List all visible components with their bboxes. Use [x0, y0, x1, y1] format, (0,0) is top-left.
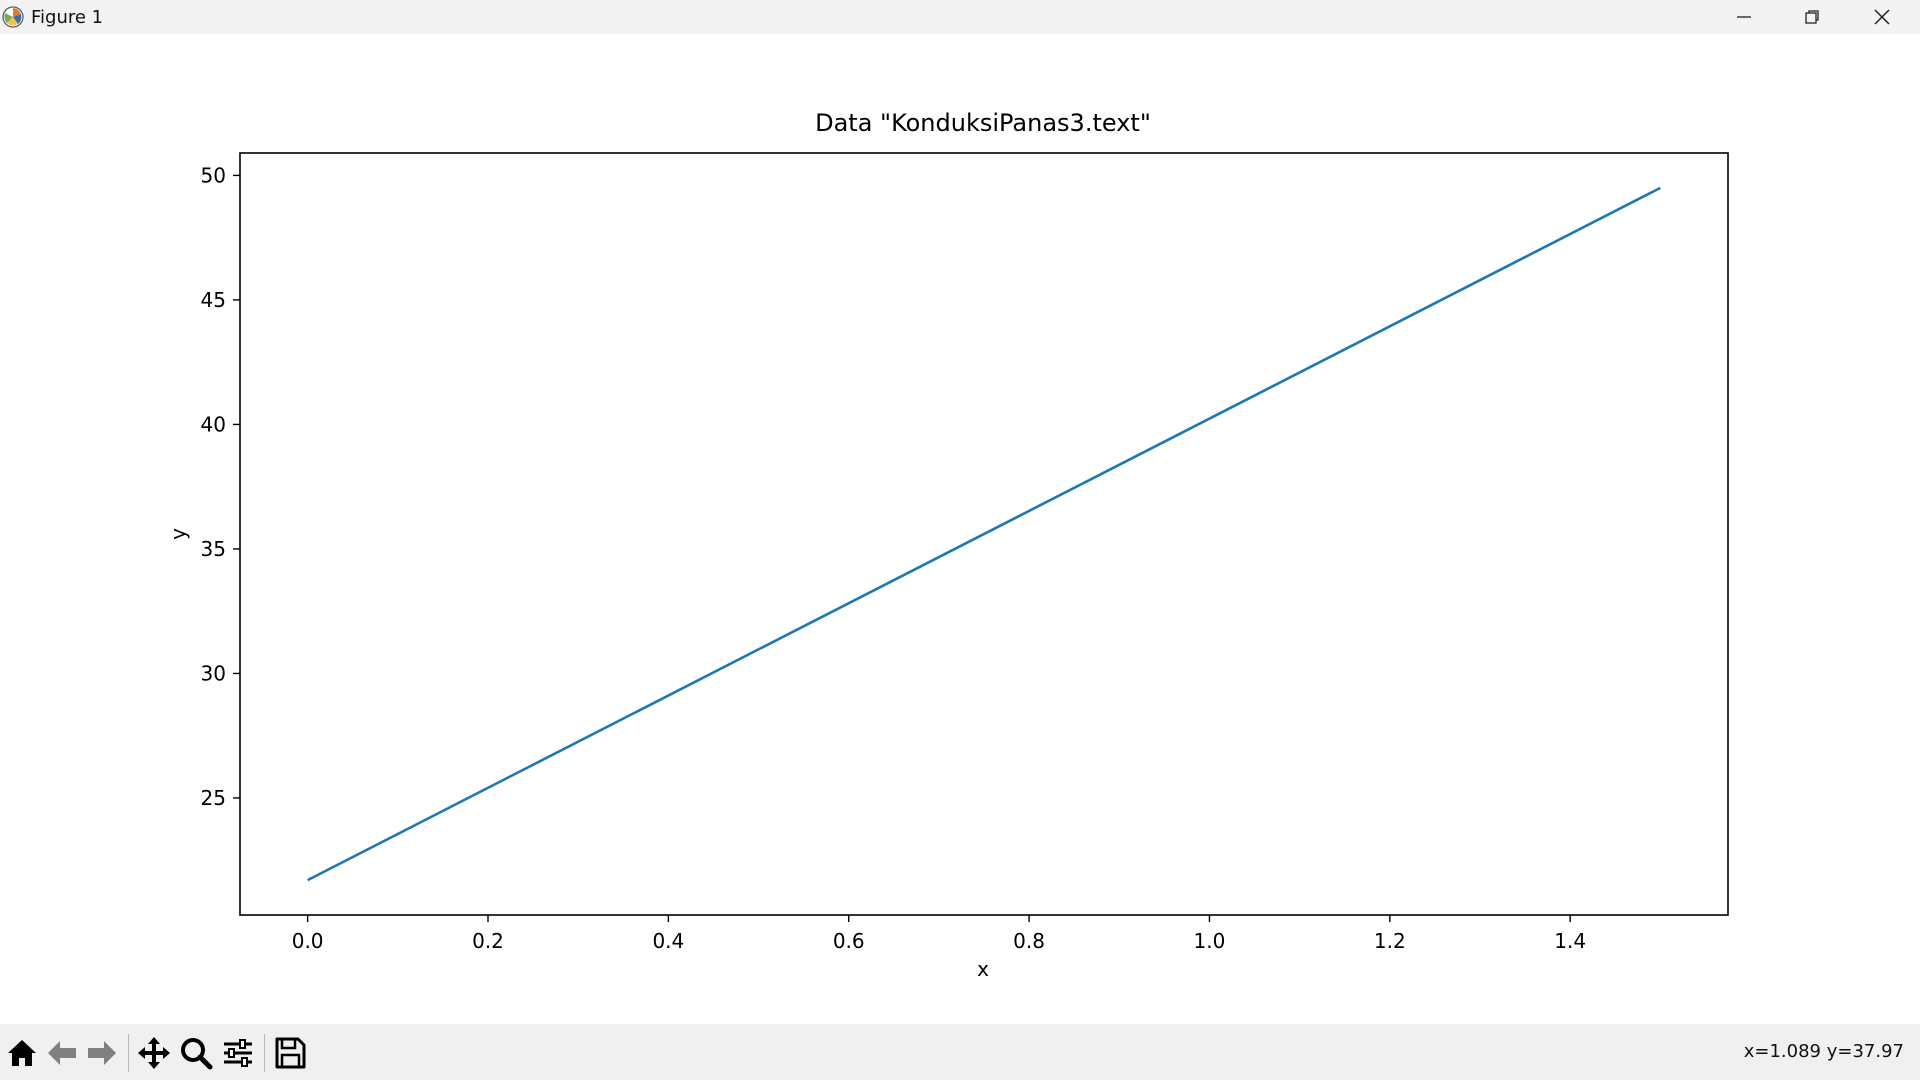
close-button[interactable]	[1848, 0, 1916, 34]
matplotlib-logo-icon	[2, 6, 24, 28]
forward-button[interactable]	[84, 1035, 120, 1071]
minimize-icon	[1737, 16, 1751, 18]
save-button[interactable]	[272, 1035, 308, 1071]
close-icon	[1874, 9, 1890, 25]
plot-lines	[307, 186, 1661, 882]
x-tick-label: 1.4	[1554, 929, 1586, 953]
back-button[interactable]	[44, 1035, 80, 1071]
restore-button[interactable]	[1778, 0, 1846, 34]
window-title: Figure 1	[31, 7, 104, 28]
subplots-button[interactable]	[220, 1035, 256, 1071]
pan-button[interactable]	[136, 1035, 172, 1071]
series-line	[307, 186, 1661, 882]
x-tick-label: 0.2	[472, 929, 504, 953]
plot-canvas[interactable]: Data "KonduksiPanas3.text" 0.0 0.2 0.4 0.6 0…	[0, 34, 1920, 1024]
minimize-button[interactable]	[1710, 0, 1778, 34]
toolbar-separator	[128, 1034, 129, 1072]
y-axis-ticks: 25 30 35 40 45 50	[201, 163, 240, 810]
x-tick-label: 0.6	[833, 929, 865, 953]
cursor-coordinates: x=1.089 y=37.97	[1743, 1041, 1904, 1062]
x-tick-label: 0.4	[652, 929, 684, 953]
home-button[interactable]	[4, 1035, 40, 1071]
save-disk-icon	[275, 1037, 306, 1069]
zoom-magnifier-icon	[181, 1038, 213, 1070]
y-tick-label: 30	[201, 661, 226, 685]
x-tick-label: 1.2	[1374, 929, 1406, 953]
x-tick-label: 1.0	[1194, 929, 1226, 953]
pan-move-icon	[138, 1037, 170, 1069]
y-tick-label: 35	[201, 537, 226, 561]
restore-icon	[1805, 10, 1819, 24]
back-arrow-icon	[48, 1041, 76, 1065]
x-tick-label: 0.8	[1013, 929, 1045, 953]
figure-canvas[interactable]	[0, 34, 1920, 1024]
y-axis-label: y	[166, 528, 190, 540]
y-tick-label: 50	[201, 163, 226, 187]
x-tick-label: 0.0	[292, 929, 324, 953]
toolbar-separator	[264, 1034, 265, 1072]
forward-arrow-icon	[88, 1041, 116, 1065]
x-axis-label: x	[977, 957, 989, 981]
y-tick-label: 25	[201, 786, 226, 810]
zoom-button[interactable]	[178, 1035, 214, 1071]
chart-title: Data "KonduksiPanas3.text"	[815, 109, 1151, 137]
navigation-toolbar: x=1.089 y=37.97	[0, 1024, 1920, 1080]
y-tick-label: 45	[201, 288, 226, 312]
x-axis-ticks: 0.0 0.2 0.4 0.6 0.8 1.0 1.2 1.4	[292, 915, 1586, 953]
home-icon	[8, 1040, 36, 1066]
subplots-config-icon	[224, 1039, 252, 1067]
title-bar: Figure 1	[0, 0, 1920, 35]
y-tick-label: 40	[201, 412, 226, 436]
axes-frame	[239, 152, 1729, 916]
